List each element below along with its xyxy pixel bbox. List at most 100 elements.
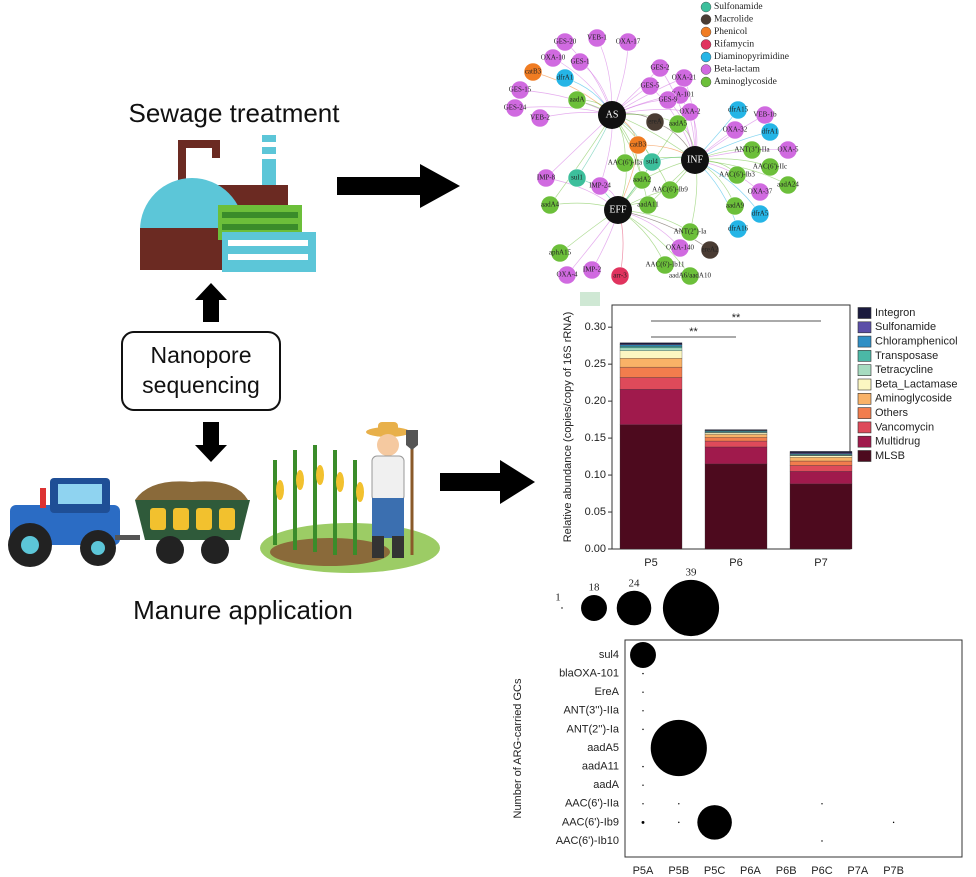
bubble	[642, 803, 644, 805]
y-tick-label: blaOXA-101	[559, 668, 619, 680]
x-tick-label: P6B	[776, 865, 797, 877]
size-legend-label: 1	[555, 592, 561, 604]
network-node	[742, 140, 762, 160]
bubble	[642, 728, 644, 731]
network-node	[760, 122, 780, 142]
legend-swatch	[857, 421, 872, 434]
node-label: ANT(3'')-IIa	[734, 146, 770, 154]
network-node	[728, 100, 748, 120]
plot-frame	[624, 639, 963, 858]
bubble	[697, 805, 732, 840]
node-label: OXA-101	[666, 91, 694, 99]
node-label: GES-2	[650, 64, 670, 72]
network-node	[680, 266, 700, 286]
network-node	[582, 260, 602, 280]
legend-label: Chloramphenicol	[875, 336, 958, 348]
x-tick-label: P7B	[883, 865, 904, 877]
legend-swatch	[857, 364, 872, 377]
node-label: aphA15	[549, 249, 572, 257]
edge	[576, 99, 696, 161]
node-label: aadA24	[777, 181, 799, 189]
network-node	[645, 112, 665, 132]
y-tick-label: sul4	[599, 649, 619, 661]
y-axis-label: Relative abundance (copies/copy of 16S r…	[562, 312, 574, 543]
node-label: aadA5	[669, 120, 688, 128]
network-node	[550, 243, 570, 263]
y-tick-label: 0.10	[585, 469, 606, 481]
x-tick-label: P5B	[668, 865, 689, 877]
network-node	[760, 157, 780, 177]
node-label: VEB-1b	[753, 111, 777, 119]
node-label: GES-20	[554, 38, 577, 46]
legend-swatch	[857, 350, 872, 362]
node-label: dfrA5	[752, 210, 769, 218]
x-tick-label: P5C	[704, 865, 725, 877]
x-tick-label: P7A	[847, 865, 868, 877]
legend-label: Others	[875, 407, 909, 419]
legend-label: Macrolide	[714, 15, 753, 25]
network-node	[650, 58, 670, 78]
legend-swatch	[700, 1, 712, 13]
network-node	[725, 196, 745, 216]
manure-label: Manure application	[133, 595, 353, 625]
legend-swatch	[857, 321, 872, 334]
y-tick-label: aadA5	[587, 742, 619, 754]
legend-swatch	[700, 39, 712, 50]
arrows	[195, 164, 535, 504]
node-label: ANT(2'')-Ia	[674, 228, 708, 236]
network-node	[668, 114, 688, 134]
bar-segment	[619, 366, 683, 378]
network-node	[615, 153, 635, 173]
network-node	[728, 219, 748, 239]
node-label: ereA	[648, 118, 662, 126]
node-label: OXA-32	[723, 126, 748, 134]
bar-segment	[789, 460, 853, 466]
network-node	[510, 80, 530, 100]
network-node	[658, 90, 678, 110]
bar-segment	[789, 471, 853, 485]
legend-label: Sulfonamide	[714, 1, 763, 12]
hub-label: INF	[687, 154, 704, 165]
node-label: AAC(6')-Ib11	[645, 261, 685, 269]
bubble	[678, 803, 680, 805]
node-label: AAC(6')-Ib9	[652, 186, 688, 194]
nanopore-label: sequencing	[142, 372, 260, 398]
network-node	[640, 76, 660, 96]
x-tick-label: P5A	[633, 865, 654, 877]
network-node	[660, 180, 680, 200]
node-label: OXA-4	[557, 271, 578, 279]
size-legend-bubble	[581, 595, 607, 621]
node-label: AAC(6')-IIa	[608, 159, 643, 167]
y-tick-label: 0.20	[585, 395, 606, 407]
nanopore-label: Nanopore	[150, 342, 251, 368]
size-legend-label: 18	[589, 582, 601, 594]
network-node	[778, 140, 798, 160]
legend-swatch	[857, 435, 872, 448]
node-label: OXA-140	[666, 244, 694, 252]
annotation: **	[689, 326, 698, 338]
x-tick-label: P6A	[740, 865, 761, 877]
legend-swatch	[700, 76, 712, 88]
nanopore-box	[121, 331, 281, 411]
sewage-label: Sewage treatment	[128, 98, 340, 128]
node-label: dfrA1	[557, 74, 574, 82]
node-label: OXA-37	[748, 188, 773, 196]
node-label: dfrA15	[728, 106, 749, 114]
legend-label: MLSB	[875, 450, 905, 462]
legend-label: Rifamycin	[714, 39, 754, 50]
bubble	[642, 691, 644, 693]
size-legend-label: 39	[686, 566, 698, 578]
node-label: GES-5	[640, 82, 660, 90]
node-label: OXA-2	[680, 108, 701, 116]
bar-segment	[789, 483, 853, 550]
bar-segment	[619, 350, 683, 359]
bar-segment	[789, 451, 853, 454]
node-label: catB3	[525, 68, 542, 76]
node-label: AAC(6')-Ib3	[719, 171, 755, 179]
network-node	[618, 32, 638, 52]
network-node	[557, 265, 577, 285]
y-tick-label: 0.15	[585, 432, 606, 444]
legend-label: Aminoglycoside	[714, 77, 777, 87]
network-node	[555, 32, 575, 52]
